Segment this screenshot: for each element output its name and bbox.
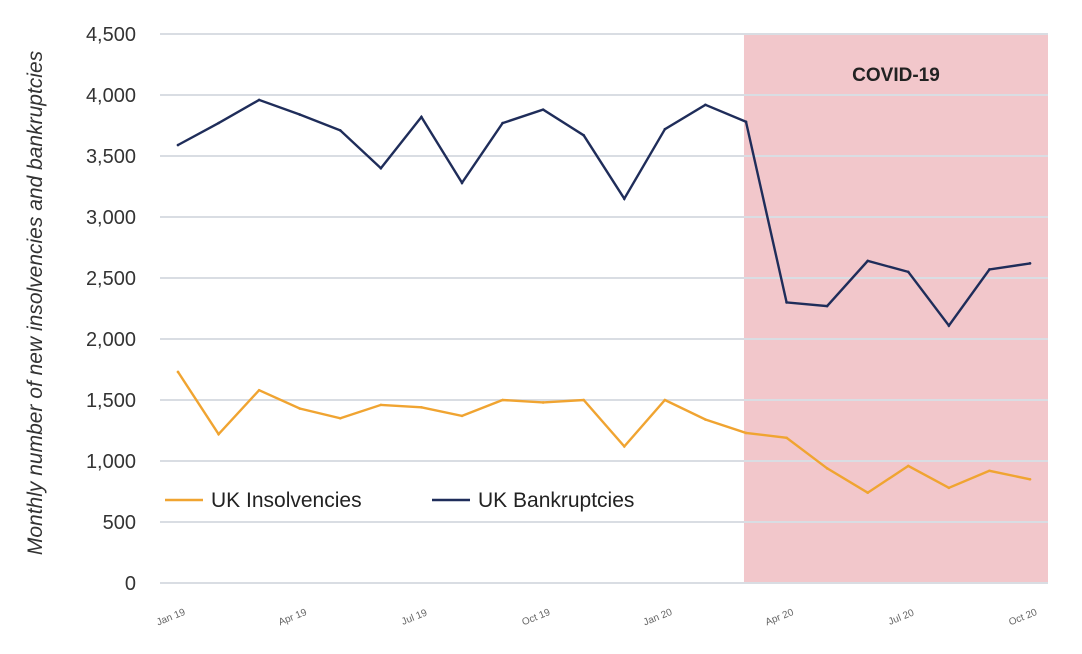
data-point: [704, 103, 707, 107]
y-tick-label: 3,000: [86, 207, 136, 229]
data-point: [501, 121, 504, 125]
data-point: [1028, 478, 1032, 481]
data-point: [988, 469, 991, 473]
legend-label: UK Insolvencies: [211, 489, 362, 512]
y-tick-label: 0: [125, 573, 136, 595]
data-point: [420, 115, 423, 119]
data-point: [906, 464, 910, 468]
y-tick-label: 2,000: [86, 329, 136, 351]
data-point: [663, 127, 667, 131]
data-point: [379, 403, 383, 407]
y-axis-title: Monthly number of new insolvencies and b…: [24, 50, 47, 555]
data-point: [866, 259, 870, 263]
x-tick-label: Jul 19: [400, 607, 429, 627]
data-point: [379, 166, 383, 170]
legend: UK Insolvencies UK Bankruptcies: [165, 489, 634, 512]
y-tick-label: 1,500: [86, 390, 136, 412]
data-point: [866, 491, 870, 495]
x-tick-layer: Jan 19 Apr 19 Jul 19 Oct 19 Jan 20 Apr 20 Jul …: [155, 607, 1039, 629]
data-point: [420, 406, 423, 409]
y-tick-label: 1,000: [86, 451, 136, 473]
data-point: [785, 301, 788, 304]
covid-shaded-region: [743, 34, 1048, 583]
data-point: [257, 98, 261, 102]
y-tick-label: 3,500: [86, 146, 136, 168]
legend-label: UK Bankruptcies: [478, 489, 634, 512]
data-point: [338, 129, 342, 132]
data-point: [704, 418, 707, 421]
x-tick-label: Apr 19: [277, 607, 309, 628]
x-tick-label: Oct 20: [1007, 607, 1039, 628]
data-point: [1028, 262, 1032, 265]
data-point: [541, 401, 545, 404]
data-point: [541, 108, 545, 111]
series-layer: [176, 98, 1032, 495]
data-point: [622, 197, 626, 200]
data-point: [257, 388, 261, 392]
y-tick-label: 4,000: [86, 85, 136, 107]
data-point: [582, 398, 586, 402]
grid-layer: [160, 33, 1048, 584]
annotation-layer: COVID-19: [743, 34, 1048, 583]
data-point: [947, 486, 951, 490]
x-tick-label: Apr 20: [764, 607, 796, 628]
y-tick-layer: 0 500 1,000 1,500 2,000 2,500 3,000 3,500 4,000 4…: [86, 24, 136, 595]
data-point: [217, 121, 220, 125]
data-point: [460, 414, 464, 418]
data-point: [460, 181, 464, 185]
data-point: [744, 431, 748, 435]
series-line-1: [176, 98, 1032, 328]
data-point: [825, 467, 829, 470]
covid-label: COVID-19: [852, 65, 940, 86]
data-point: [338, 417, 342, 420]
data-point: [501, 398, 504, 402]
data-point: [663, 398, 667, 402]
data-point: [298, 407, 302, 410]
x-tick-label: Jan 19: [155, 607, 187, 629]
data-point: [176, 143, 180, 147]
x-tick-label: Oct 19: [520, 607, 552, 628]
data-point: [785, 436, 788, 440]
data-point: [298, 113, 302, 116]
x-tick-label: Jan 20: [642, 607, 674, 629]
data-point: [988, 268, 991, 271]
data-point: [176, 370, 180, 374]
x-tick-label: Jul 20: [887, 607, 916, 627]
data-point: [744, 120, 748, 124]
y-tick-label: 2,500: [86, 268, 136, 290]
data-point: [906, 270, 910, 274]
y-tick-label: 4,500: [86, 24, 136, 46]
data-point: [947, 324, 951, 327]
y-tick-label: 500: [103, 512, 136, 534]
data-point: [825, 304, 829, 308]
data-point: [217, 432, 220, 436]
data-point: [582, 133, 586, 137]
series-line-0: [176, 370, 1032, 495]
data-point: [622, 445, 626, 448]
